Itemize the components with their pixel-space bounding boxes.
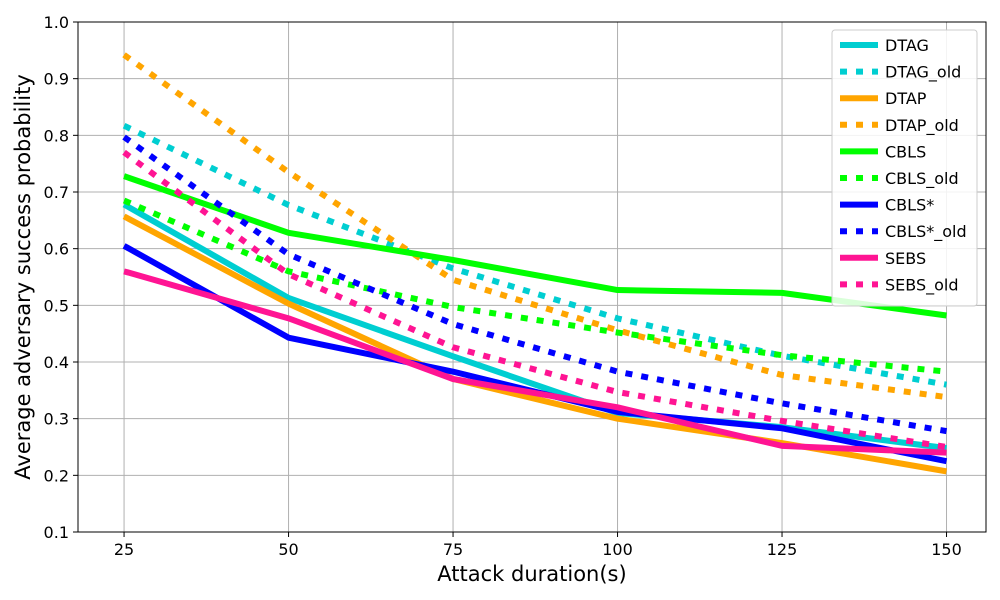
legend-label: SEBS_old (885, 275, 959, 295)
series-line-dtag (122, 201, 947, 452)
y-tick-label: 0.4 (44, 353, 69, 372)
series-line-sebs-old (122, 149, 947, 450)
series-line-cbls-old (122, 134, 948, 435)
series-line-cbls-old (122, 197, 947, 375)
series-line-dtap-old (122, 52, 947, 401)
x-tick-label: 100 (602, 540, 633, 559)
legend: DTAG DTAG_old DTAP DTAP_old CBLS CBLS_old CBLS… (831, 29, 978, 307)
legend-label: CBLS_old (885, 169, 959, 189)
x-tick-label: 75 (443, 540, 463, 559)
legend-label: SEBS (885, 249, 926, 268)
x-axis-ticks: 25 50 75 100 125 150 (114, 532, 962, 559)
y-tick-label: 0.9 (44, 70, 69, 89)
series-lines (122, 52, 948, 475)
y-tick-label: 0.5 (44, 296, 69, 315)
plot-frame (77, 21, 987, 533)
y-tick-label: 0.7 (44, 183, 69, 202)
x-tick-label: 125 (767, 540, 798, 559)
legend-label: DTAP_old (885, 116, 959, 136)
x-axis-title: Attack duration(s) (437, 562, 626, 586)
legend-label: DTAG_old (885, 63, 961, 83)
legend-label: CBLS*_old (885, 222, 967, 242)
x-tick-label: 150 (931, 540, 962, 559)
y-tick-label: 0.6 (44, 240, 69, 259)
y-axis-ticks: 0.1 0.2 0.3 0.4 0.5 0.6 0.7 0.8 0.9 1.0 (44, 13, 78, 542)
series-line-cbls- (122, 243, 948, 465)
y-tick-label: 0.3 (44, 410, 69, 429)
y-axis-title: Average adversary success probability (11, 74, 35, 480)
legend-label: CBLS (885, 142, 926, 161)
series-line-cbls (123, 173, 947, 319)
y-tick-label: 1.0 (44, 13, 69, 32)
y-tick-label: 0.1 (44, 523, 69, 542)
x-tick-label: 50 (278, 540, 298, 559)
legend-label: CBLS* (885, 196, 934, 215)
legend-label: DTAG (885, 36, 929, 55)
y-tick-label: 0.2 (44, 466, 69, 485)
series-line-sebs (123, 268, 947, 456)
x-tick-label: 25 (114, 540, 134, 559)
y-tick-label: 0.8 (44, 126, 69, 145)
legend-label: DTAP (885, 89, 927, 108)
